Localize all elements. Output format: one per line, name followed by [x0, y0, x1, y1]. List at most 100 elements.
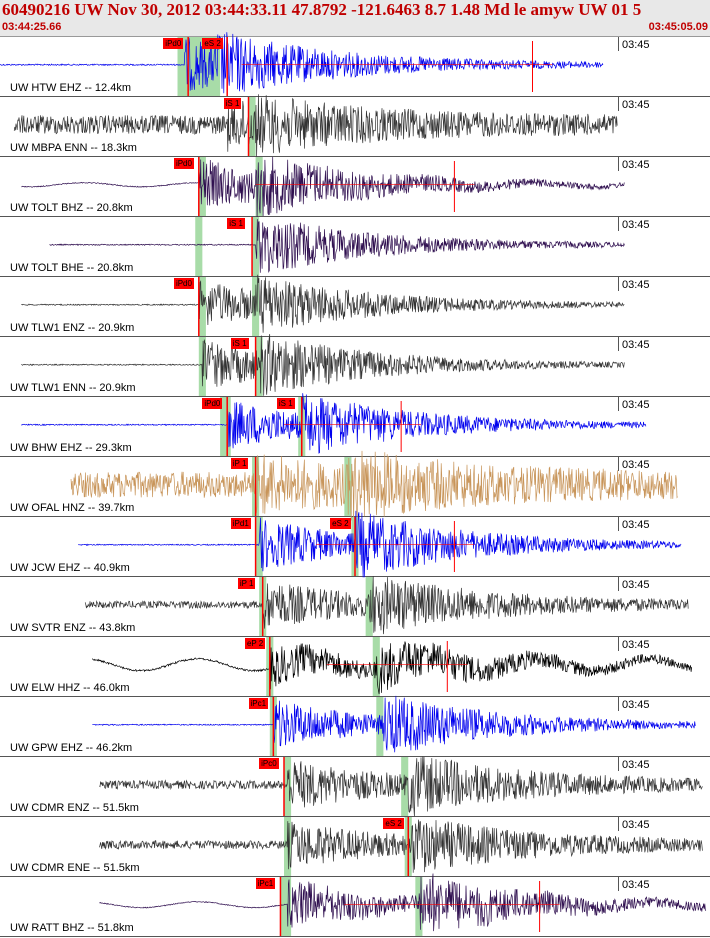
- phase-pick-tag[interactable]: iP 1: [237, 578, 256, 589]
- trace-time-label: 03:45: [622, 699, 650, 711]
- waveform-plot: [21, 334, 625, 396]
- trace-panel[interactable]: iS 1 03:45 UW TOLT BHE -- 20.8km: [0, 217, 710, 277]
- waveform-trace: [84, 575, 689, 635]
- phase-pick-tag[interactable]: iPd0: [163, 38, 184, 49]
- phase-pick-tag[interactable]: iP 1: [230, 458, 249, 469]
- channel-label: UW ELW HHZ -- 46.0km: [10, 682, 130, 694]
- trace-time-label: 03:45: [622, 219, 650, 231]
- trace-time-label: 03:45: [622, 399, 650, 411]
- phase-pick-tag[interactable]: iS 1: [230, 338, 249, 349]
- trace-time-label: 03:45: [622, 459, 650, 471]
- time-tick: [618, 37, 619, 51]
- waveform-plot: [70, 450, 678, 523]
- channel-label: UW TOLT BHZ -- 20.8km: [10, 202, 133, 214]
- channel-label: UW TOLT BHE -- 20.8km: [10, 262, 134, 274]
- phase-pick-tag[interactable]: iS 1: [276, 398, 295, 409]
- channel-label: UW TLW1 ENZ -- 20.9km: [10, 322, 135, 334]
- time-tick: [618, 697, 619, 711]
- waveform-plot: [49, 217, 625, 276]
- event-title: 60490216 UW Nov 30, 2012 03:44:33.11 47.…: [2, 0, 642, 19]
- phase-pick-tag[interactable]: iPd0: [202, 398, 223, 409]
- start-time: 03:44:25.66: [2, 21, 62, 33]
- waveform-trace: [77, 510, 682, 578]
- waveform-plot: [92, 695, 696, 756]
- phase-pick-tag[interactable]: iPc1: [255, 878, 276, 889]
- phase-pick-tag[interactable]: iPd0: [173, 158, 194, 169]
- trace-panel[interactable]: iPd1 eS 2 03:45 UW JCW EHZ -- 40.9km: [0, 510, 710, 578]
- trace-panel[interactable]: eP 2 03:45 UW ELW HHZ -- 46.0km: [0, 637, 710, 697]
- waveform-plot: [77, 510, 682, 578]
- trace-panel[interactable]: iS 1 03:45 UW MBPA ENN -- 18.3km: [0, 94, 710, 157]
- trace-panel[interactable]: iPc0 03:45 UW CDMR ENZ -- 51.5km: [0, 756, 710, 817]
- phase-pick-tag[interactable]: eP 2: [244, 638, 266, 649]
- waveform-trace: [91, 641, 693, 695]
- trace-panel[interactable]: iPd0 03:45 UW TOLT BHZ -- 20.8km: [0, 156, 710, 218]
- trace-time-label: 03:45: [622, 159, 650, 171]
- waveform-trace: [21, 393, 647, 454]
- trace-panel[interactable]: iPd0 iS 1 03:45 UW BHW EHZ -- 29.3km: [0, 393, 710, 457]
- trace-time-label: 03:45: [622, 819, 650, 831]
- channel-label: UW RATT BHZ -- 51.8km: [10, 922, 134, 934]
- trace-panel[interactable]: iPd0 eS 2 03:45 UW HTW EHZ -- 12.4km: [0, 32, 710, 97]
- waveform-plot: [21, 156, 625, 218]
- channel-label: UW BHW EHZ -- 29.3km: [10, 442, 132, 454]
- phase-pick-tag[interactable]: iPc1: [248, 698, 269, 709]
- channel-label: UW CDMR ENZ -- 51.5km: [10, 802, 139, 814]
- trace-panel[interactable]: iP 1 03:45 UW SVTR ENZ -- 43.8km: [0, 575, 710, 637]
- time-tick: [618, 157, 619, 171]
- phase-pick-tag[interactable]: iS 1: [223, 98, 242, 109]
- time-tick: [618, 577, 619, 591]
- waveform-trace: [13, 94, 618, 157]
- waveform-trace: [49, 219, 625, 274]
- channel-label: UW JCW EHZ -- 40.9km: [10, 562, 130, 574]
- trace-panel[interactable]: iS 1 03:45 UW TLW1 ENN -- 20.9km: [0, 334, 710, 397]
- trace-panel[interactable]: iP 1 03:45 UW OFAL HNZ -- 39.7km: [0, 450, 710, 523]
- channel-label: UW TLW1 ENN -- 20.9km: [10, 382, 136, 394]
- time-tick: [618, 457, 619, 471]
- phase-window: [280, 877, 292, 936]
- channel-label: UW SVTR ENZ -- 43.8km: [10, 622, 136, 634]
- channel-label: UW GPW EHZ -- 46.2km: [10, 742, 133, 754]
- waveform-plot: [99, 756, 703, 817]
- trace-panel[interactable]: iPc1 03:45 UW GPW EHZ -- 46.2km: [0, 695, 710, 757]
- waveform-plot: [99, 873, 707, 936]
- phase-window: [248, 97, 256, 156]
- trace-time-label: 03:45: [622, 639, 650, 651]
- time-tick: [618, 517, 619, 531]
- waveform-plot: [13, 94, 618, 157]
- phase-pick-tag[interactable]: iPd1: [230, 518, 251, 529]
- time-tick: [618, 877, 619, 891]
- phase-pick-tag[interactable]: iPc0: [259, 758, 279, 769]
- phase-window: [284, 757, 292, 816]
- phase-window: [376, 697, 384, 756]
- trace-time-label: 03:45: [622, 759, 650, 771]
- phase-pick-tag[interactable]: eS 2: [330, 518, 351, 529]
- waveform-plot: [21, 393, 647, 456]
- trace-time-label: 03:45: [622, 279, 650, 291]
- waveform-trace: [99, 819, 703, 873]
- phase-window: [220, 397, 231, 456]
- trace-time-label: 03:45: [622, 339, 650, 351]
- channel-label: UW OFAL HNZ -- 39.7km: [10, 502, 135, 514]
- phase-window: [255, 517, 263, 576]
- waveform-plot: [91, 637, 693, 696]
- phase-pick-tag[interactable]: eS 2: [383, 818, 404, 829]
- trace-panel[interactable]: iPd0 03:45 UW TLW1 ENZ -- 20.9km: [0, 274, 710, 337]
- waveform-trace: [21, 334, 625, 396]
- seismogram-panels[interactable]: iPd0 eS 2 03:45 UW HTW EHZ -- 12.4km iS 1 03:…: [0, 32, 710, 938]
- time-tick: [618, 217, 619, 231]
- time-tick: [618, 337, 619, 351]
- time-tick: [618, 637, 619, 651]
- trace-time-label: 03:45: [622, 39, 650, 51]
- phase-pick-tag[interactable]: iPd0: [173, 278, 194, 289]
- waveform-plot: [21, 274, 625, 336]
- waveform-trace: [21, 274, 625, 333]
- trace-time-label: 03:45: [622, 579, 650, 591]
- trace-panel[interactable]: eS 2 03:45 UW CDMR ENE -- 51.5km: [0, 817, 710, 877]
- phase-pick-tag[interactable]: eS 2: [202, 38, 223, 49]
- time-tick: [618, 757, 619, 771]
- time-tick: [618, 817, 619, 831]
- phase-pick-tag[interactable]: iS 1: [227, 218, 245, 229]
- trace-panel[interactable]: iPc1 03:45 UW RATT BHZ -- 51.8km: [0, 873, 710, 937]
- waveform-trace: [70, 450, 678, 523]
